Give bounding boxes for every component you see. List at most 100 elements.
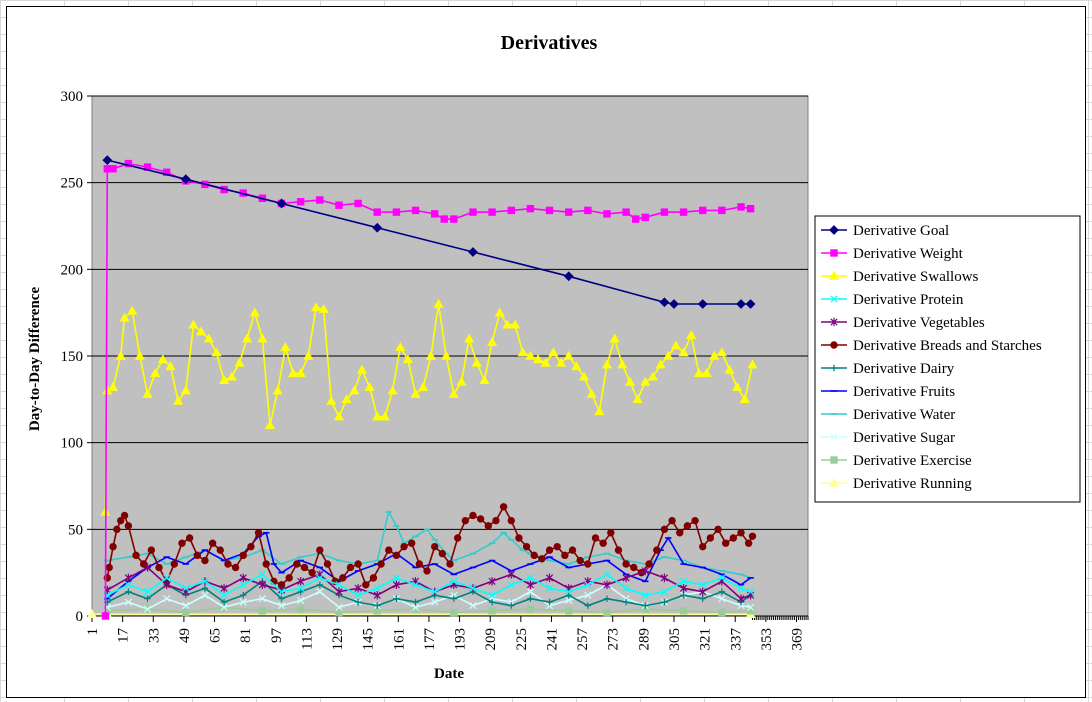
data-point-derivative-protein <box>718 574 726 582</box>
legend-label: Derivative Exercise <box>853 453 972 469</box>
data-point-derivative-weight <box>162 168 171 176</box>
data-point-derivative-swallows <box>119 312 130 322</box>
data-point-derivative-swallows <box>127 305 138 315</box>
x-axis-title: Date <box>434 666 464 682</box>
legend-label: Derivative Goal <box>853 223 949 239</box>
data-point-derivative-swallows <box>563 350 574 360</box>
data-point-derivative-weight <box>737 203 745 211</box>
data-point-derivative-swallows <box>280 342 291 352</box>
x-tick-label: 1 <box>85 628 101 636</box>
data-point-derivative-sugar <box>565 596 573 605</box>
data-point-derivative-sugar <box>277 601 286 610</box>
x-tick-label: 209 <box>483 628 499 651</box>
data-point-derivative-sugar <box>545 601 554 610</box>
data-point-derivative-breads-and-starches <box>105 563 113 572</box>
data-point-derivative-breads-and-starches <box>607 529 615 537</box>
data-point-derivative-sugar <box>718 595 726 603</box>
data-point-derivative-breads-and-starches <box>239 551 247 560</box>
data-point-derivative-swallows <box>356 364 367 374</box>
data-point-derivative-breads-and-starches <box>369 574 378 582</box>
data-point-derivative-swallows <box>134 350 145 360</box>
data-point-derivative-dairy <box>412 598 419 606</box>
data-point-derivative-vegetables <box>335 587 343 596</box>
data-point-derivative-protein <box>565 588 573 596</box>
data-point-derivative-goal <box>563 271 574 282</box>
x-tick-label: 129 <box>330 628 346 651</box>
x-tick-label: 369 <box>790 628 806 651</box>
data-point-derivative-weight <box>622 208 630 216</box>
data-point-derivative-swallows <box>739 394 750 404</box>
data-point-derivative-breads-and-starches <box>522 542 531 551</box>
data-point-derivative-sugar <box>124 598 132 606</box>
data-point-derivative-breads-and-starches <box>117 516 125 525</box>
data-point-derivative-swallows <box>716 347 727 357</box>
legend-item-derivative-dairy: Derivative Dairy <box>821 361 955 377</box>
data-point-derivative-breads-and-starches <box>339 574 347 582</box>
legend-label: Derivative Protein <box>853 292 964 308</box>
data-point-derivative-exercise <box>182 608 190 617</box>
data-point-derivative-swallows <box>448 388 459 398</box>
data-point-derivative-swallows <box>349 385 360 395</box>
data-point-derivative-breads-and-starches <box>346 563 355 572</box>
data-point-derivative-swallows <box>211 347 222 357</box>
data-point-derivative-swallows <box>701 368 712 378</box>
data-point-derivative-dairy <box>718 588 726 595</box>
data-point-derivative-swallows <box>510 319 521 329</box>
data-point-derivative-weight <box>584 206 592 215</box>
data-point-derivative-swallows <box>533 354 544 364</box>
data-point-derivative-swallows <box>287 368 299 378</box>
data-point-derivative-breads-and-starches <box>476 515 485 523</box>
data-point-derivative-protein <box>488 591 496 599</box>
data-point-derivative-breads-and-starches <box>545 546 554 554</box>
data-point-derivative-breads-and-starches <box>170 560 179 568</box>
data-point-derivative-sugar <box>746 603 755 611</box>
data-point-derivative-sugar <box>239 598 247 606</box>
data-point-derivative-weight <box>124 159 133 168</box>
data-point-derivative-breads-and-starches <box>430 542 439 551</box>
x-tick-label: 113 <box>299 628 315 650</box>
data-point-derivative-swallows <box>157 354 168 364</box>
data-point-derivative-protein <box>469 584 477 592</box>
legend-swatch-marker <box>830 433 838 441</box>
x-tick-label: 33 <box>146 628 162 643</box>
data-point-derivative-protein <box>239 581 247 589</box>
data-point-derivative-vegetables <box>679 584 688 593</box>
data-point-derivative-breads-and-starches <box>721 539 730 547</box>
data-point-derivative-breads-and-starches <box>748 532 757 540</box>
legend-item-derivative-running: Derivative Running <box>821 476 972 492</box>
data-point-derivative-dairy <box>699 595 706 602</box>
data-point-derivative-protein <box>220 591 228 599</box>
legend-item-derivative-water: Derivative Water <box>821 407 955 423</box>
data-point-derivative-breads-and-starches <box>538 555 546 563</box>
x-tick-label: 257 <box>575 628 591 651</box>
data-point-derivative-vegetables <box>603 580 611 589</box>
data-point-derivative-sugar <box>584 591 592 599</box>
data-point-derivative-swallows <box>640 376 651 386</box>
x-tick-label: 177 <box>422 628 438 651</box>
data-point-derivative-protein <box>679 577 688 585</box>
data-point-derivative-swallows <box>709 350 720 360</box>
legend-label: Derivative Running <box>853 476 972 492</box>
data-point-derivative-breads-and-starches <box>614 546 623 554</box>
data-point-derivative-sugar <box>431 598 439 606</box>
data-point-derivative-goal <box>745 299 756 309</box>
data-point-derivative-exercise <box>296 605 305 613</box>
data-point-derivative-exercise <box>488 607 496 615</box>
data-point-derivative-dairy <box>201 585 209 592</box>
data-point-derivative-dairy <box>354 598 362 606</box>
legend-item-derivative-swallows: Derivative Swallows <box>821 269 979 285</box>
data-point-derivative-breads-and-starches <box>630 563 638 572</box>
y-tick-label: 100 <box>61 436 84 452</box>
data-point-derivative-goal <box>102 155 113 166</box>
data-point-derivative-breads-and-starches <box>576 556 584 565</box>
legend-label: Derivative Water <box>853 407 955 423</box>
data-point-derivative-breads-and-starches <box>400 542 408 551</box>
data-point-derivative-breads-and-starches <box>461 516 470 525</box>
data-point-derivative-weight <box>109 165 117 173</box>
data-point-derivative-weight <box>373 208 381 216</box>
data-point-derivative-breads-and-starches <box>423 567 431 575</box>
data-point-derivative-vegetables <box>297 577 305 586</box>
data-point-derivative-swallows <box>441 350 452 360</box>
data-point-derivative-vegetables <box>258 580 267 589</box>
data-point-derivative-vegetables <box>354 584 362 593</box>
